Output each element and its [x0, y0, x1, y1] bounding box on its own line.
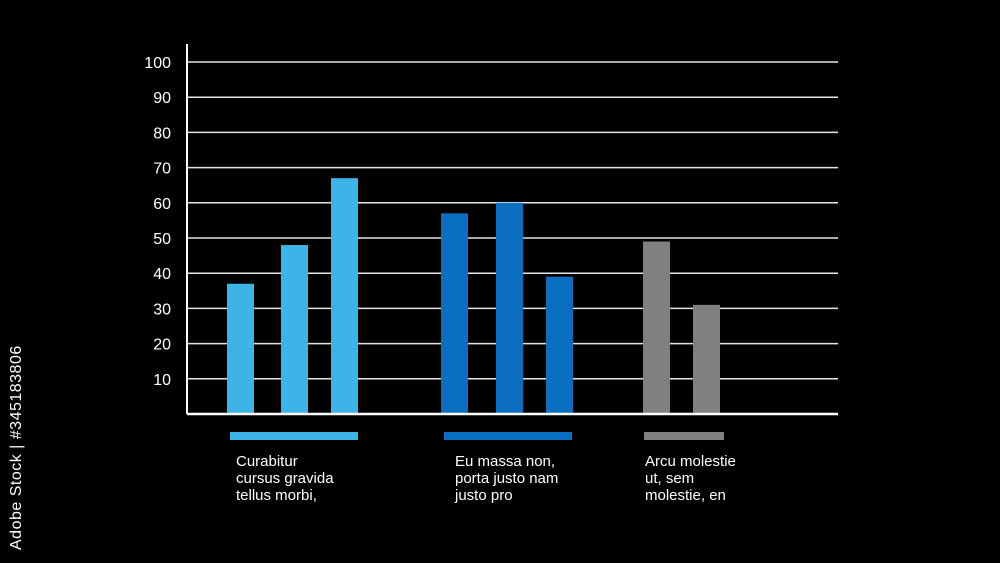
legend-swatch	[644, 432, 724, 440]
bar	[693, 304, 720, 414]
legend-label: Eu massa non, porta justo nam justo pro	[455, 453, 559, 504]
stock-id-watermark: Adobe Stock | #345183806	[8, 345, 25, 550]
y-tick-label: 30	[153, 301, 171, 318]
y-tick-label: 60	[153, 196, 171, 213]
bar	[546, 276, 573, 414]
y-tick-labels: 10 20 30 40 50 60 70 80 90 100	[144, 55, 171, 389]
legend-label: Arcu molestie ut, sem molestie, en	[645, 453, 736, 504]
legend-swatch	[230, 432, 358, 440]
y-tick-label: 40	[153, 266, 171, 283]
bar	[331, 178, 358, 414]
y-tick-label: 70	[153, 161, 171, 178]
bar	[441, 213, 468, 414]
y-tick-label: 10	[153, 372, 171, 389]
bar	[496, 202, 523, 414]
legend-swatch	[444, 432, 572, 440]
y-tick-label: 90	[153, 90, 171, 107]
y-tick-label: 20	[153, 337, 171, 354]
axes	[186, 44, 838, 416]
bar	[227, 283, 254, 414]
bars	[227, 178, 720, 414]
legend-label: Curabitur cursus gravida tellus morbi,	[236, 453, 334, 504]
y-tick-label: 50	[153, 231, 171, 248]
bar	[281, 245, 308, 414]
bar	[643, 241, 670, 414]
legend-swatches	[230, 432, 724, 440]
y-tick-label: 80	[153, 125, 171, 142]
y-tick-label: 100	[144, 55, 171, 72]
